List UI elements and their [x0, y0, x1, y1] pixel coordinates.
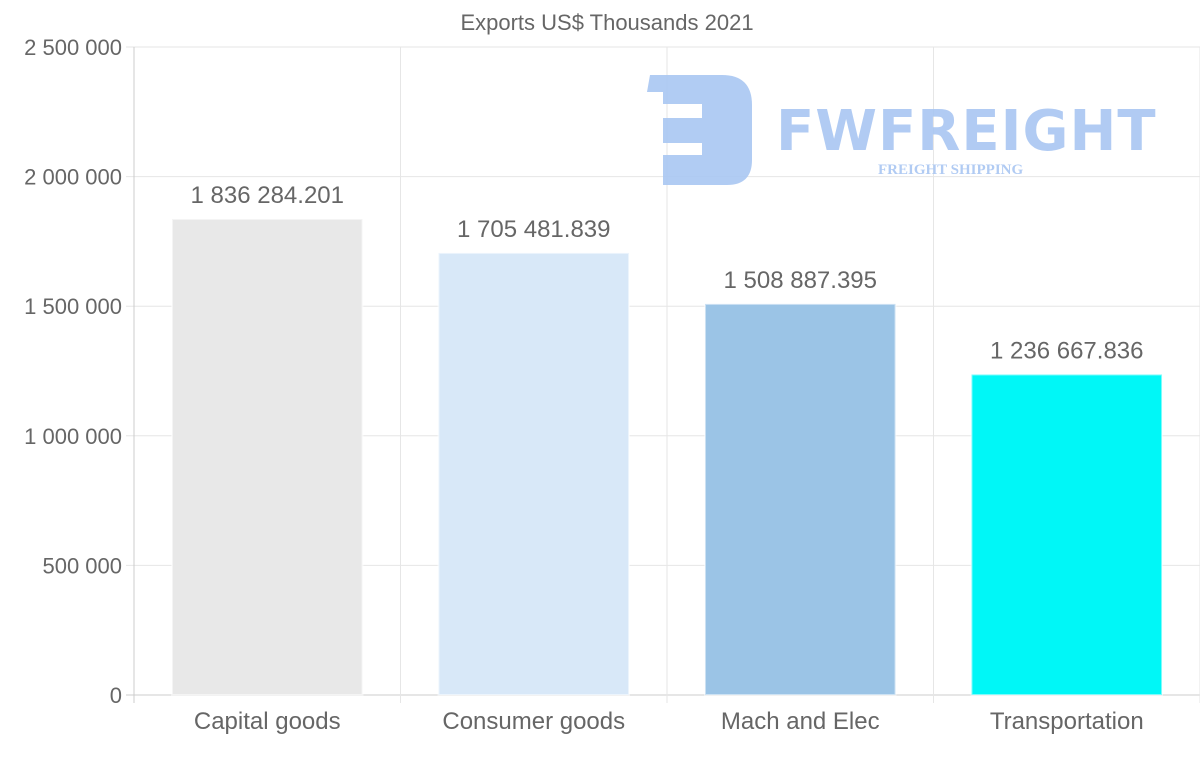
watermark-logo: FWFREIGHT FREIGHT SHIPPING [647, 75, 1157, 185]
bars [170, 218, 1164, 697]
y-tick-label: 0 [110, 683, 122, 708]
y-tick-label: 1 000 000 [24, 424, 122, 449]
bar [170, 218, 364, 697]
data-label: 1 236 667.836 [990, 337, 1143, 364]
data-labels: 1 836 284.201 1 705 481.839 1 508 887.395 1… [191, 182, 1144, 364]
axes: 0 500 000 1 000 000 1 500 000 2 000 000 2 500… [24, 35, 1144, 735]
watermark-brand: FWFREIGHT [776, 99, 1157, 164]
y-tick-label: 1 500 000 [24, 294, 122, 319]
bar [703, 302, 897, 696]
y-tick-label: 2 000 000 [24, 165, 122, 190]
x-tick-label: Transportation [990, 708, 1144, 735]
y-tick-label: 500 000 [42, 553, 122, 578]
x-tick-label: Consumer goods [442, 708, 625, 735]
y-tick-label: 2 500 000 [24, 35, 122, 60]
chart-title: Exports US$ Thousands 2021 [460, 10, 753, 35]
data-label: 1 836 284.201 [191, 182, 344, 209]
bar [970, 373, 1164, 696]
x-tick-label: Capital goods [194, 708, 341, 735]
logo-mark-icon [647, 75, 752, 185]
data-label: 1 508 887.395 [724, 267, 877, 294]
watermark-tagline: FREIGHT SHIPPING [878, 162, 1023, 178]
data-label: 1 705 481.839 [457, 216, 610, 243]
x-tick-label: Mach and Elec [721, 708, 880, 735]
bar [437, 251, 631, 696]
